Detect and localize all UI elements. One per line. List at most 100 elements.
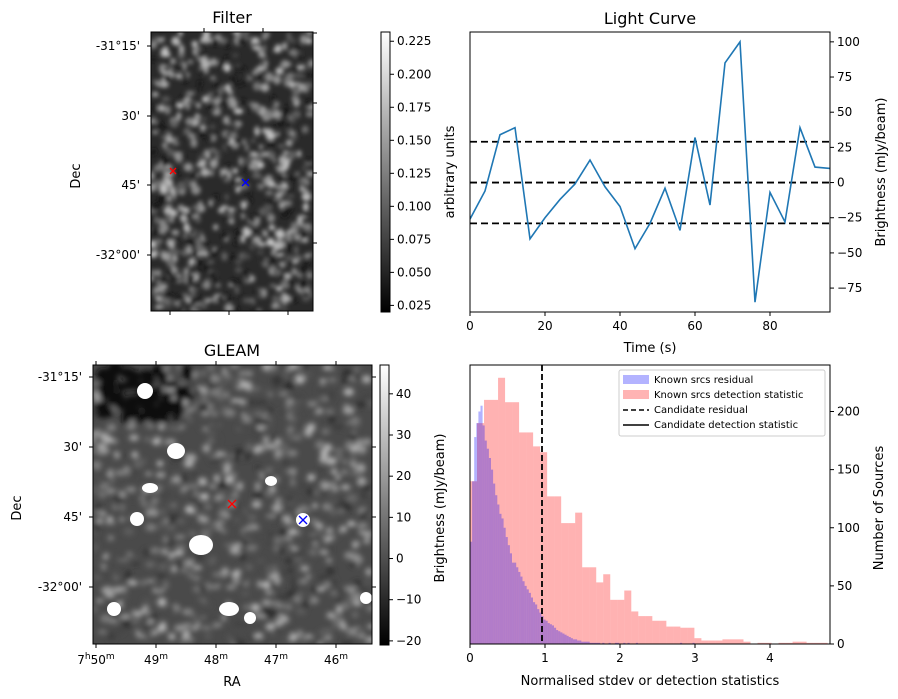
histogram-bar — [484, 399, 492, 644]
gleam-noise-blob — [316, 638, 323, 643]
gleam-noise-blob — [301, 601, 309, 609]
gleam-noise-blob — [136, 633, 146, 639]
gleam-noise-blob — [219, 514, 226, 521]
gleam-noise-blob — [157, 597, 167, 607]
filter-noise-blob — [272, 162, 281, 166]
filter-noise-blob — [303, 202, 309, 212]
gleam-noise-blob — [241, 411, 246, 418]
gleam-noise-blob — [241, 591, 250, 596]
gleam-noise-blob — [188, 531, 197, 536]
gleam-noise-blob — [366, 624, 372, 629]
filter-noise-blob — [211, 250, 218, 257]
gleam-noise-blob — [274, 438, 282, 446]
colorbar-tick-label: 40 — [396, 387, 411, 401]
filter-noise-blob — [170, 58, 176, 63]
filter-noise-blob — [207, 103, 213, 110]
histogram-bar — [617, 599, 625, 644]
filter-noise-blob — [171, 209, 177, 217]
filter-noise-blob — [243, 165, 251, 172]
filter-noise-blob — [239, 37, 247, 44]
filter-noise-blob — [198, 69, 206, 75]
gleam-noise-blob — [105, 475, 111, 482]
filter-noise-blob — [245, 192, 252, 196]
gleam-noise-blob — [163, 580, 169, 590]
gleam-noise-blob — [229, 365, 240, 369]
filter-noise-blob — [164, 200, 174, 207]
gleam-noise-blob — [209, 503, 222, 511]
colorbar-tick-label: −20 — [396, 634, 421, 648]
filter-noise-blob — [261, 60, 265, 68]
light-curve-xtick-label: 20 — [537, 319, 552, 333]
gleam-noise-blob — [323, 581, 331, 589]
filter-noise-blob — [166, 213, 173, 223]
gleam-noise-blob — [282, 369, 291, 377]
filter-noise-blob — [281, 150, 286, 156]
gleam-noise-blob — [240, 380, 248, 387]
filter-noise-blob — [298, 178, 306, 186]
gleam-noise-blob — [179, 639, 187, 644]
gleam-noise-blob — [107, 464, 116, 469]
histogram-bar — [547, 623, 550, 644]
filter-noise-blob — [304, 158, 313, 164]
filter-noise-blob — [292, 133, 297, 142]
gleam-noise-blob — [245, 564, 253, 570]
gleam-noise-blob — [202, 444, 211, 453]
gleam-noise-blob — [289, 546, 298, 550]
gleam-noise-blob — [212, 572, 225, 577]
histogram-bar — [694, 638, 702, 644]
histogram-bar — [583, 641, 586, 644]
histogram-ytick-label: 50 — [837, 579, 852, 593]
gleam-noise-blob — [268, 531, 274, 538]
gleam-noise-blob — [156, 562, 168, 567]
gleam-noise-blob — [278, 529, 289, 536]
gleam-noise-blob — [115, 470, 126, 476]
gleam-noise-blob — [127, 554, 140, 562]
colorbar-tick-label: 0.075 — [397, 232, 431, 246]
filter-noise-blob — [285, 104, 289, 113]
gleam-noise-blob — [350, 461, 357, 468]
filter-noise-blob — [299, 280, 307, 285]
filter-noise-blob — [182, 207, 190, 213]
gleam-noise-blob — [257, 580, 262, 588]
gleam-noise-blob — [107, 535, 114, 541]
gleam-bright-source — [219, 602, 239, 616]
gleam-noise-blob — [155, 471, 166, 479]
filter-noise-blob — [167, 180, 173, 187]
gleam-noise-blob — [217, 482, 229, 490]
filter-noise-blob — [235, 186, 241, 194]
filter-noise-blob — [154, 179, 163, 186]
filter-noise-blob — [198, 230, 204, 238]
filter-noise-blob — [252, 236, 262, 244]
gleam-noise-blob — [225, 575, 232, 580]
filter-noise-blob — [152, 148, 157, 153]
filter-noise-blob — [276, 226, 280, 232]
histogram-bar — [476, 423, 479, 644]
filter-noise-blob — [231, 33, 237, 39]
colorbar-tick-label: 0.125 — [397, 166, 431, 180]
histogram-bar — [631, 611, 639, 644]
filter-noise-blob — [301, 294, 310, 302]
filter-noise-blob — [224, 101, 230, 109]
gleam-noise-blob — [139, 495, 146, 502]
filter-noise-blob — [281, 166, 288, 172]
gleam-ytick-label: -31°15' — [38, 370, 82, 384]
filter-noise-blob — [252, 69, 258, 76]
histogram-bar — [659, 620, 667, 644]
filter-noise-blob — [191, 40, 198, 48]
filter-noise-blob — [304, 81, 313, 89]
gleam-noise-blob — [276, 604, 285, 608]
filter-ytick-label: 45' — [121, 178, 140, 192]
histogram-bar — [524, 585, 527, 644]
filter-noise-blob — [290, 297, 298, 303]
filter-noise-blob — [195, 102, 202, 109]
filter-noise-blob — [151, 116, 156, 123]
gleam-xtick-label: 49m — [144, 652, 168, 667]
gleam-noise-blob — [148, 503, 155, 508]
gleam-noise-blob — [259, 471, 265, 479]
filter-noise-blob — [291, 267, 298, 276]
gleam-noise-blob — [284, 382, 295, 390]
filter-noise-blob — [177, 294, 185, 300]
filter-noise-blob — [249, 151, 258, 157]
gleam-noise-blob — [95, 503, 101, 510]
gleam-noise-blob — [243, 581, 249, 587]
